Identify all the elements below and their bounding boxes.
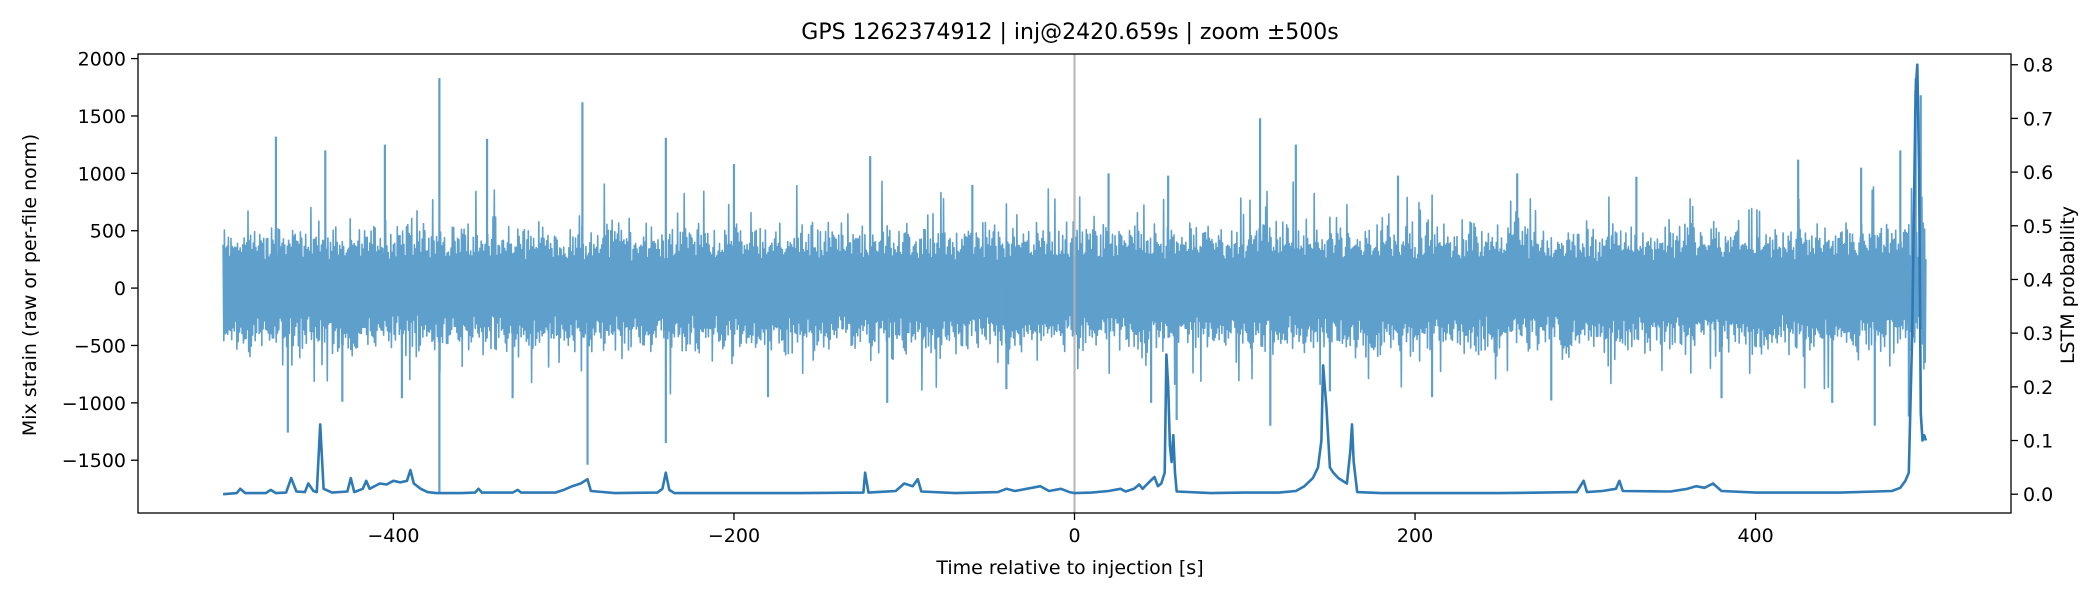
right-y-tick-label: 0.1: [2023, 431, 2053, 453]
left-y-tick-label: 2000: [78, 49, 126, 71]
strain-series: [222, 78, 1927, 494]
left-y-tick-label: −1500: [62, 450, 126, 472]
left-y-tick-label: −500: [74, 335, 126, 357]
left-y-tick-label: 1000: [78, 163, 126, 185]
left-y-axis-ticks: −1500 −1000 −500 0 500 1000 1500 2000: [62, 49, 138, 472]
right-y-tick-label: 0.4: [2023, 269, 2053, 291]
right-y-tick-label: 0.2: [2023, 377, 2053, 399]
right-y-tick-label: 0.6: [2023, 162, 2053, 184]
right-y-tick-label: 0.7: [2023, 108, 2053, 130]
left-y-tick-label: 500: [90, 221, 126, 243]
left-y-tick-label: 0: [114, 278, 126, 300]
left-y-tick-label: 1500: [78, 106, 126, 128]
x-tick-label: 0: [1068, 525, 1080, 547]
x-tick-label: −200: [708, 525, 760, 547]
x-tick-label: −400: [367, 525, 419, 547]
x-tick-label: 400: [1737, 525, 1773, 547]
right-y-axis-ticks: 0.0 0.1 0.2 0.3 0.4 0.5 0.6 0.7 0.8: [2011, 55, 2053, 506]
x-axis-label: Time relative to injection [s]: [935, 557, 1203, 579]
right-y-tick-label: 0.3: [2023, 323, 2053, 345]
right-y-tick-label: 0.5: [2023, 216, 2053, 238]
lstm-probability-series: [222, 63, 1928, 496]
left-y-tick-label: −1000: [62, 393, 126, 415]
right-y-axis-label: LSTM probability: [2057, 206, 2079, 364]
x-tick-label: 200: [1397, 525, 1433, 547]
right-y-tick-label: 0.0: [2023, 484, 2053, 506]
probability-trace: [222, 63, 1928, 496]
x-axis-ticks: −400 −200 0 200 400: [367, 513, 1774, 547]
left-y-axis-label: Mix strain (raw or per-file norm): [19, 134, 41, 436]
chart-title: GPS 1262374912 | inj@2420.659s | zoom ±5…: [801, 20, 1338, 45]
right-y-tick-label: 0.8: [2023, 55, 2053, 77]
